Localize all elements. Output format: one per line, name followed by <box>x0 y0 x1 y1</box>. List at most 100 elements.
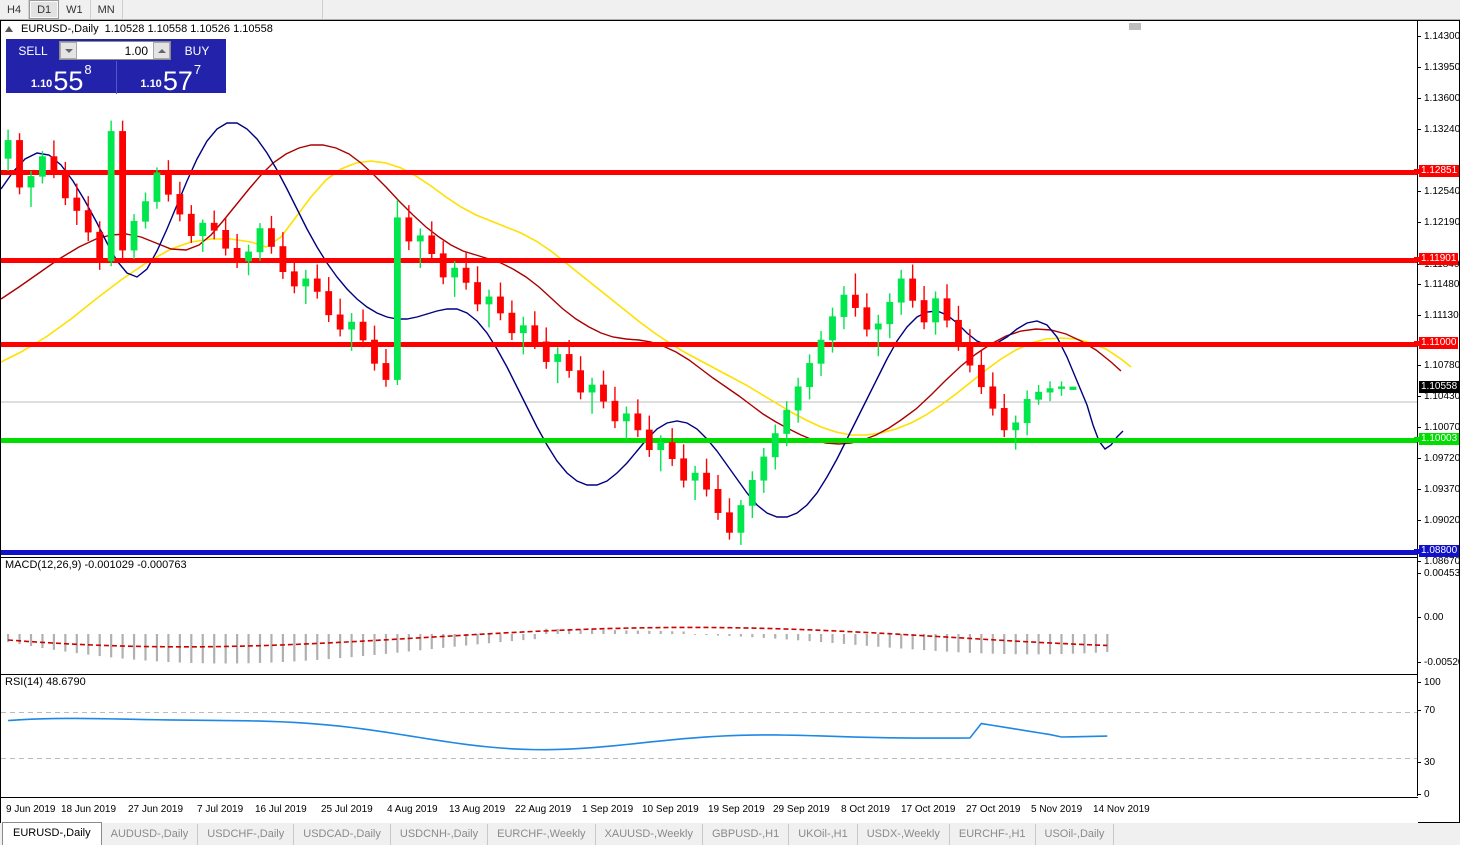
chart-tab-eurusd-daily[interactable]: EURUSD-,Daily <box>2 822 102 845</box>
candle-body-bearish <box>1000 408 1008 431</box>
candle-body-bullish <box>27 176 35 188</box>
candle-body-bearish <box>668 442 676 460</box>
ma-mid-line <box>1 144 1122 445</box>
candle-body-bearish <box>176 194 184 215</box>
date-axis-label: 8 Oct 2019 <box>841 804 890 815</box>
candle-body-bearish <box>474 282 481 305</box>
chart-tab-xauusd-weekly[interactable]: XAUUSD-,Weekly <box>596 824 703 845</box>
date-axis-label: 16 Jul 2019 <box>255 804 307 815</box>
candle-body-bearish <box>313 278 321 292</box>
indicator-tick-mark <box>1418 662 1421 663</box>
price-level-line-110003[interactable] <box>1 438 1418 443</box>
chart-tab-eurchf-weekly[interactable]: EURCHF-,Weekly <box>488 824 596 845</box>
candle-body-bearish <box>863 307 871 330</box>
candle-body-bearish <box>371 339 378 364</box>
price-level-handle[interactable] <box>1414 257 1419 262</box>
price-level-handle[interactable] <box>1414 169 1419 174</box>
price-tick-mark <box>1418 396 1421 397</box>
candle-body-bearish <box>187 213 195 237</box>
candle-body-bullish <box>393 217 401 380</box>
candle-body-bullish <box>829 316 836 341</box>
date-axis-label: 10 Sep 2019 <box>642 804 699 815</box>
chart-tab-usdx-weekly[interactable]: USDX-,Weekly <box>858 824 950 845</box>
trade-panel-quotes: 1.10 55 8 1.10 57 7 <box>7 61 226 97</box>
price-level-tag-108800[interactable]: 1.08800 <box>1419 545 1460 557</box>
volume-decrease-button[interactable] <box>60 42 77 59</box>
toolbar-empty-area <box>122 0 323 19</box>
candle-body-bearish <box>73 197 81 211</box>
chart-window: EURUSD-,Daily 1.10528 1.10558 1.10526 1.… <box>0 20 1460 823</box>
buy-button[interactable]: BUY <box>184 43 210 58</box>
chart-tab-audusd-daily[interactable]: AUDUSD-,Daily <box>102 824 199 845</box>
buy-price-main: 57 <box>162 66 193 97</box>
chart-tab-gbpusd-h1[interactable]: GBPUSD-,H1 <box>703 824 790 845</box>
candle-body-bearish <box>50 156 58 172</box>
timeframe-button-h4[interactable]: H4 <box>0 0 30 19</box>
chart-tab-usoil-daily[interactable]: USOil-,Daily <box>1036 824 1115 845</box>
price-tick-label: 1.11480 <box>1424 279 1460 290</box>
date-axis-label: 29 Sep 2019 <box>773 804 830 815</box>
timeframe-button-mn[interactable]: MN <box>90 0 123 19</box>
sell-price-fraction: 8 <box>84 62 92 77</box>
candle-body-bearish <box>325 291 333 316</box>
price-level-tag-111000[interactable]: 1.11000 <box>1419 337 1459 349</box>
candle-body-bullish <box>554 354 562 362</box>
price-level-handle[interactable] <box>1414 437 1419 442</box>
candle-body-bullish <box>4 140 12 159</box>
indicator-tick-mark <box>1418 682 1421 683</box>
price-level-tag-112851[interactable]: 1.12851 <box>1419 165 1460 177</box>
chart-tab-ukoil-h1[interactable]: UKOil-,H1 <box>789 824 858 845</box>
candle-body-bullish <box>245 251 252 262</box>
chart-tab-usdcnh-daily[interactable]: USDCNH-,Daily <box>391 824 489 845</box>
chart-tab-usdchf-daily[interactable]: USDCHF-,Daily <box>198 824 295 845</box>
chart-tab-usdcad-daily[interactable]: USDCAD-,Daily <box>294 824 391 845</box>
price-level-tag-110003[interactable]: 1.10003 <box>1419 433 1460 445</box>
timeframe-toolbar: H4 D1 W1 MN <box>0 0 1460 20</box>
price-scale-axis[interactable]: 1.14300 1.13950 1.13600 1.13240 1.12540 1.121… <box>1414 21 1460 800</box>
candle-body-bullish <box>256 228 264 253</box>
candle-body-bearish <box>359 321 367 341</box>
buy-price-quote[interactable]: 1.10 57 7 <box>115 61 226 97</box>
indicator-tick-label: 0.00 <box>1424 612 1444 623</box>
timeframe-button-w1[interactable]: W1 <box>59 0 91 19</box>
price-tick-mark <box>1418 489 1421 490</box>
chart-scroll-thumb[interactable] <box>1129 23 1141 30</box>
chart-symbol-label: EURUSD-,Daily <box>21 23 99 35</box>
indicator-tick-label: 0.004536 <box>1424 568 1460 579</box>
volume-input[interactable]: 1.00 <box>77 42 153 59</box>
volume-input-group[interactable]: 1.00 <box>59 41 171 60</box>
candlestick-series <box>4 120 1077 546</box>
candle-body-bearish <box>909 278 917 301</box>
candle-body-bullish <box>107 131 115 262</box>
date-axis-label: 22 Aug 2019 <box>515 804 572 815</box>
price-tick-mark <box>1418 36 1421 37</box>
buy-price-prefix: 1.10 <box>140 78 162 90</box>
candle-body-bullish <box>348 321 355 330</box>
chart-tab-eurchf-h1[interactable]: EURCHF-,H1 <box>950 824 1036 845</box>
price-level-handle[interactable] <box>1414 549 1419 554</box>
candle-body-bullish <box>416 235 424 242</box>
volume-increase-button[interactable] <box>153 42 170 59</box>
candle-body-bearish <box>165 172 172 195</box>
price-level-tag-111901[interactable]: 1.11901 <box>1419 253 1459 265</box>
price-level-line-108800[interactable] <box>1 550 1418 555</box>
candle-body-bearish <box>336 314 344 330</box>
price-tick-mark <box>1418 129 1421 130</box>
price-level-handle[interactable] <box>1414 341 1419 346</box>
price-tick-label: 1.10780 <box>1424 360 1460 371</box>
candle-body-bullish <box>794 386 802 411</box>
candle-body-bullish <box>886 301 894 325</box>
price-level-line-111000[interactable] <box>1 342 1418 347</box>
price-level-line-112851[interactable] <box>1 170 1418 175</box>
collapse-triangle-icon[interactable] <box>5 26 13 32</box>
timeframe-button-d1[interactable]: D1 <box>29 0 60 19</box>
candle-body-bullish <box>451 267 459 278</box>
price-level-line-111901[interactable] <box>1 258 1418 263</box>
price-tick-label: 1.13600 <box>1424 93 1460 104</box>
sell-button[interactable]: SELL <box>18 43 48 58</box>
date-axis: 9 Jun 2019 18 Jun 2019 27 Jun 2019 7 Jul 20… <box>1 797 1418 823</box>
sell-price-quote[interactable]: 1.10 55 8 <box>7 61 116 95</box>
price-tick-label: 1.12540 <box>1424 186 1460 197</box>
price-level-tag-110558[interactable]: 1.10558 <box>1419 381 1460 393</box>
